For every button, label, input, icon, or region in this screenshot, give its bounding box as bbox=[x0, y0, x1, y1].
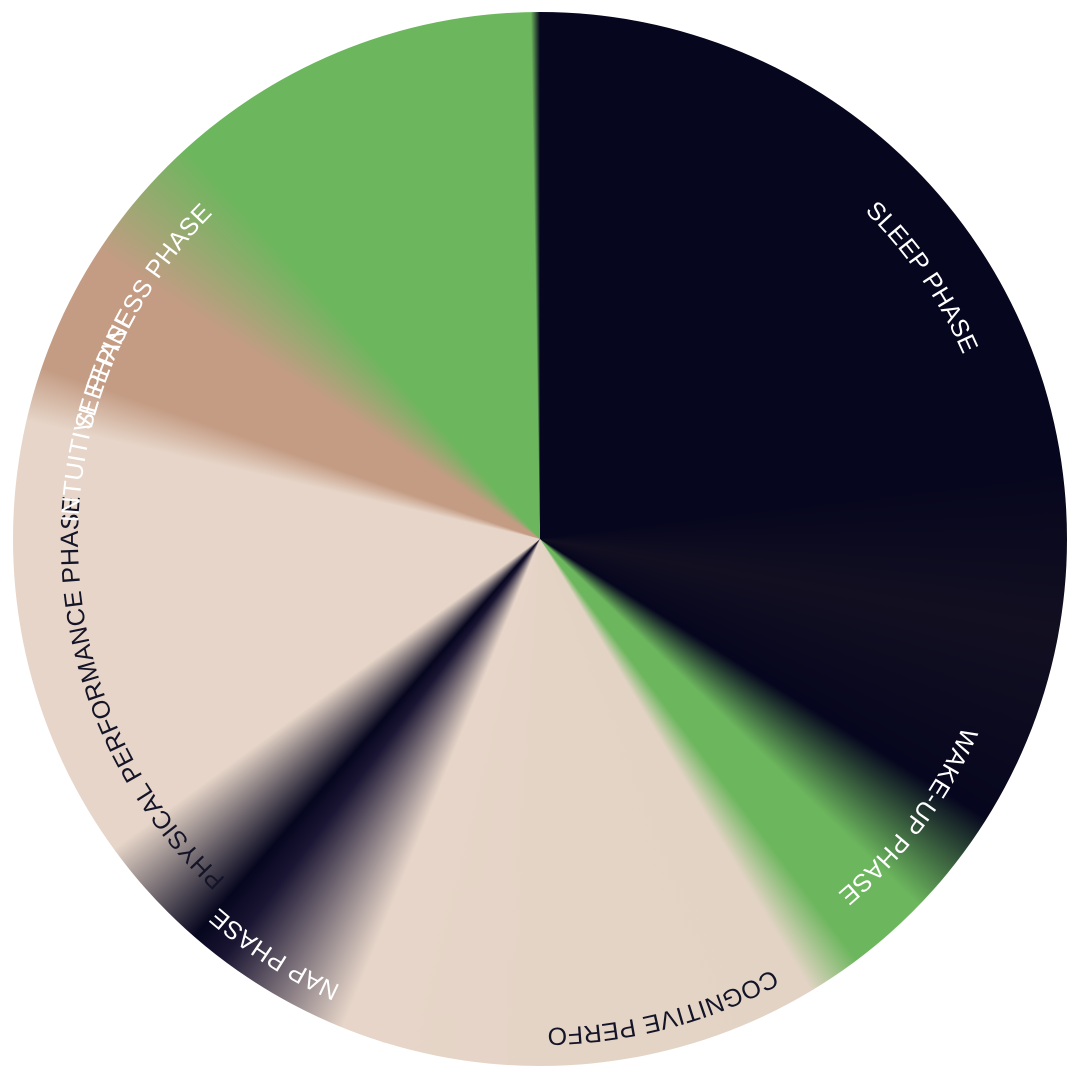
label-nap-phase: NAP PHASE bbox=[204, 903, 343, 1006]
label-cognitive-performance-phase: COGNITIVE PERFORMANCE PHASE bbox=[0, 0, 782, 1050]
label-intuitive-phase: INTUITIVE PHASE bbox=[56, 305, 141, 523]
phase-wheel-disc bbox=[13, 12, 1067, 1066]
label-sleep-phase: SLEEP PHASE bbox=[860, 196, 983, 358]
label-wake-up-phase: WAKE-UP PHASE bbox=[833, 724, 982, 910]
label-physical-performance-phase: PHYSICAL PERFORMANCE PHASE bbox=[56, 495, 230, 895]
